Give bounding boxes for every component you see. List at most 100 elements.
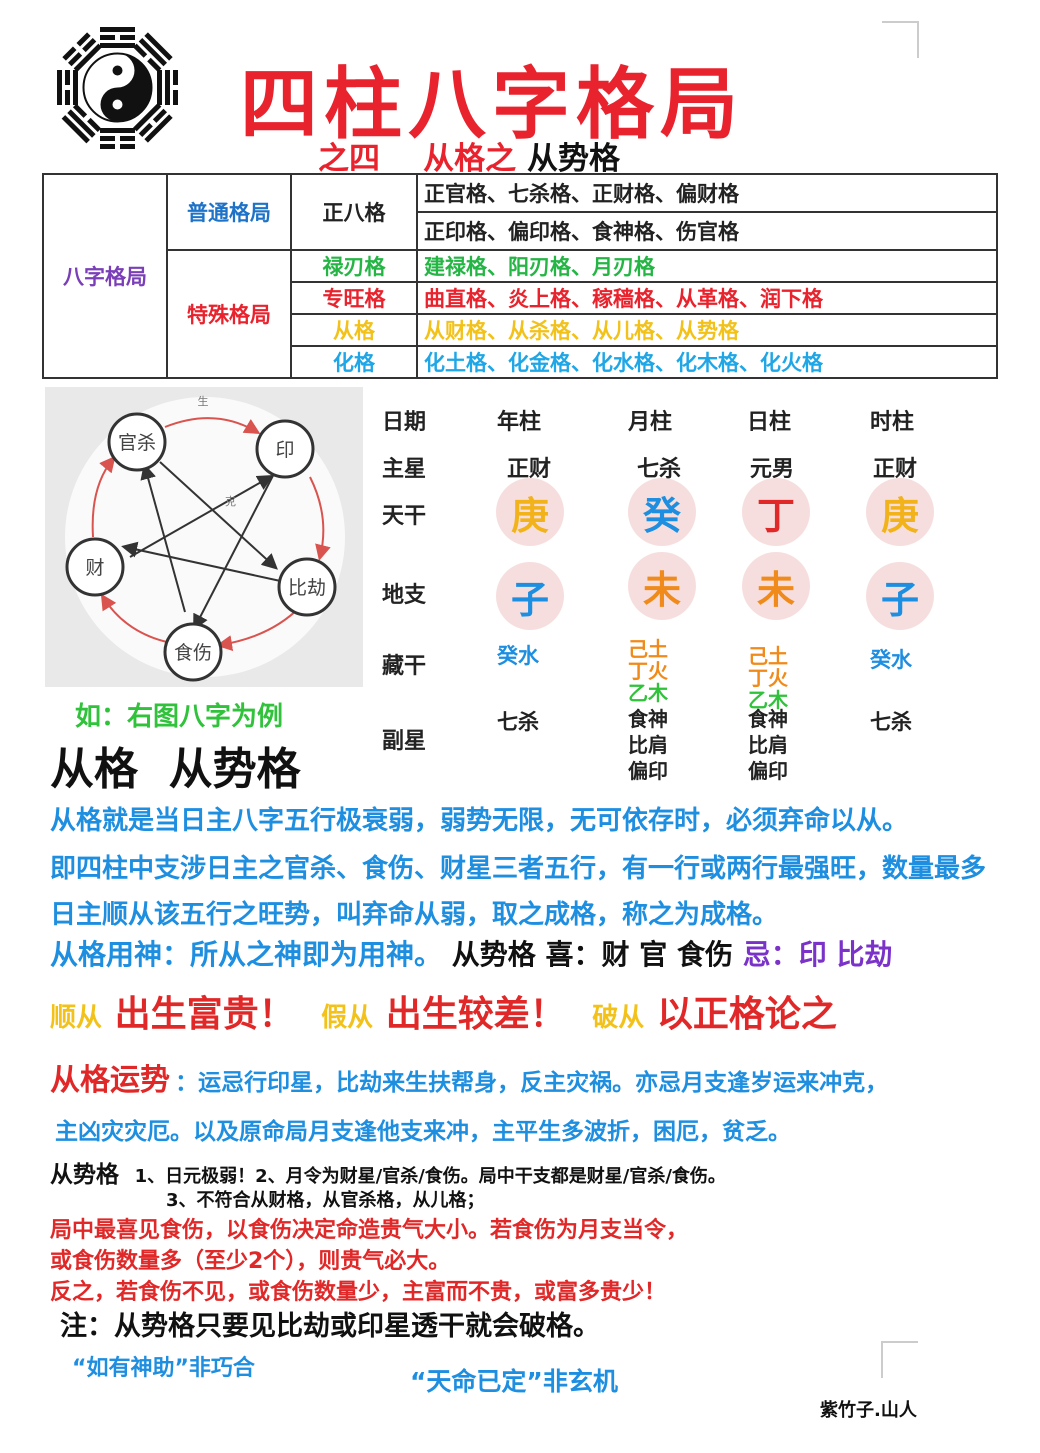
fuxing-item: 偏印 (748, 759, 788, 783)
yongshen-a: 从格用神：所从之神即为用神。 (50, 938, 443, 971)
canggan-month: 己土 丁火 乙木 (628, 638, 698, 704)
row-name: 禄刃格 (290, 249, 418, 283)
yongshen-c: 忌：印 比劫 (742, 938, 893, 971)
canggan-year: 癸水 (497, 644, 539, 668)
canggan-item: 丁火 (628, 659, 668, 683)
page-title: 四柱八字格局 (240, 60, 745, 150)
dizhi-char: 子 (496, 562, 564, 630)
taiji-bagua-icon (57, 27, 178, 149)
red-note: 局中最喜见食伤，以食伤决定命造贵气大小。若食伤为月支当令， (50, 1218, 689, 1243)
rules-r1: 1、日元极弱！2、月令为财星/官杀/食伤。局中干支都是财星/官杀/食伤。 (134, 1166, 726, 1187)
tiangan-char: 庚 (866, 478, 934, 546)
canggan-item: 乙木 (628, 681, 668, 705)
fuxing-year: 七杀 (497, 710, 539, 734)
fuxing-item: 食神 (628, 707, 668, 731)
fuxing-item: 比肩 (628, 733, 668, 757)
canggan-day: 己土 丁火 乙木 (748, 645, 818, 711)
label-canggan: 藏干 (382, 654, 427, 679)
canggan-hour: 癸水 (870, 648, 912, 672)
outcome-b2: 出生较差！ (385, 994, 566, 1035)
row-name: 化格 (290, 345, 418, 379)
label-fuxing: 副星 (382, 729, 427, 754)
outcome-b: 假从 (321, 1003, 374, 1033)
pillar-head: 时柱 (870, 410, 915, 435)
fuxing-hour: 七杀 (870, 710, 912, 734)
wheel-bijie: 比劫 (288, 577, 326, 599)
outcome-line: 顺从 出生富贵！ 假从 出生较差！ 破从 以正格论之 (50, 985, 837, 1037)
wheel-guansha: 官杀 (118, 432, 156, 454)
example-note: 如：右图八字为例 (75, 702, 284, 732)
main-star: 七杀 (637, 457, 682, 482)
fuxing-day: 食神 比肩 偏印 (748, 706, 788, 784)
label-main-star: 主星 (382, 457, 427, 482)
outcome-c2: 以正格论之 (656, 994, 837, 1035)
dizhi-char: 子 (866, 562, 934, 630)
label-date: 日期 (382, 410, 427, 435)
outcome-a2: 出生富贵！ (114, 994, 295, 1035)
yunshi-label: 从格运势 (50, 1063, 170, 1098)
final-note: 注：从势格只要见比劫或印星透干就会破格。 (60, 1311, 600, 1342)
subtitle-part2: 从格之 (423, 141, 517, 177)
section-heading: 从格 从势格 (50, 744, 301, 795)
tiangan-char: 庚 (496, 478, 564, 546)
corner-mark-icon (881, 1341, 918, 1378)
rules-r3: 3、不符合从财格，从官杀格，从儿格； (166, 1190, 485, 1211)
main-star: 正财 (507, 457, 552, 482)
wheel-cai: 财 (85, 557, 104, 579)
canggan-item: 乙木 (748, 688, 788, 712)
row-items: 曲直格、炎上格、稼穑格、从革格、润下格 (416, 281, 998, 315)
subtitle-part3: 从势格 (526, 141, 620, 177)
pillar-head: 年柱 (497, 410, 542, 435)
row-items: 建禄格、阳刃格、月刃格 (416, 249, 998, 283)
fuxing-item: 食神 (748, 707, 788, 731)
yongshen-line: 从格用神：所从之神即为用神。 从势格 喜：财 官 食伤 忌：印 比劫 (50, 933, 893, 973)
yongshen-b: 从势格 喜：财 官 食伤 (451, 938, 734, 971)
dizhi-char: 未 (742, 552, 810, 620)
wheel-yin: 印 (275, 439, 294, 461)
wheel-diagram: 生 克 官杀 印 比劫 食伤 财 (65, 394, 345, 682)
yunshi-line2: 主凶灾灾厄。以及原命局月支逢他支来冲，主平生多波折，困厄，贫乏。 (55, 1119, 791, 1145)
tiangan-char: 癸 (628, 478, 696, 546)
dizhi-char: 未 (628, 552, 696, 620)
ke-label: 克 (225, 495, 236, 508)
para-line: 日主顺从该五行之旺势，叫弃命从弱，取之成格，称之为成格。 (50, 900, 779, 930)
canggan-item: 己土 (748, 644, 788, 668)
pattern-table: 八字格局 普通格局 正八格 正官格、七杀格、正财格、偏财格 正印格、偏印格、食神… (42, 173, 998, 379)
para-line: 即四柱中支涉日主之官杀、食伤、财星三者五行，有一行或两行最强旺，数量最多 (50, 854, 987, 884)
row-name: 专旺格 (290, 281, 418, 315)
main-star: 元男 (750, 457, 795, 482)
canggan-item: 己土 (628, 637, 668, 661)
page-subtitle: 之四 从格之 从势格 (318, 133, 620, 178)
tiangan-char: 丁 (742, 478, 810, 546)
red-note: 或食伤数量多（至少2个），则贵气必大。 (50, 1249, 451, 1274)
row-items: 化土格、化金格、化水格、化木格、化火格 (416, 345, 998, 379)
row-name: 从格 (290, 313, 418, 347)
sheng-label: 生 (198, 394, 209, 408)
corner-mark-icon (882, 21, 919, 58)
row-items: 从财格、从杀格、从儿格、从势格 (416, 313, 998, 347)
table-category: 八字格局 (42, 173, 168, 379)
yunshi-line1: 从格运势 ：运忌行印星，比劫来生扶帮身，反主灾祸。亦忌月支逢岁运来冲克， (50, 1055, 888, 1099)
table-special: 特殊格局 (166, 249, 292, 379)
row-items: 正印格、偏印格、食神格、伤官格 (416, 211, 998, 251)
rules-label: 从势格 (50, 1162, 119, 1188)
pillar-head: 日柱 (747, 410, 792, 435)
para-line: 从格就是当日主八字五行极衰弱，弱势无限，无可依存时，必须弃命以从。 (50, 806, 909, 836)
row-name: 正八格 (290, 173, 418, 251)
rules-line1: 从势格 1、日元极弱！2、月令为财星/官杀/食伤。局中干支都是财星/官杀/食伤。 (50, 1155, 726, 1189)
quote-2: “天命已定”非玄机 (410, 1367, 618, 1396)
subtitle-part1: 之四 (318, 141, 380, 177)
canggan-item: 丁火 (748, 666, 788, 690)
quote-1: “如有神助”非巧合 (72, 1356, 255, 1381)
fuxing-item: 比肩 (748, 733, 788, 757)
main-star: 正财 (873, 457, 918, 482)
yunshi-text1: ：运忌行印星，比劫来生扶帮身，反主灾祸。亦忌月支逢岁运来冲克， (175, 1070, 889, 1096)
label-tiangan: 天干 (382, 504, 427, 529)
fuxing-month: 食神 比肩 偏印 (628, 706, 668, 784)
pillar-head: 月柱 (628, 410, 673, 435)
signature: 紫竹子.山人 (820, 1400, 917, 1421)
wheel-shishang: 食伤 (174, 642, 212, 664)
row-items: 正官格、七杀格、正财格、偏财格 (416, 173, 998, 213)
wheel-panel: 生 克 官杀 印 比劫 食伤 财 (45, 387, 363, 687)
red-note: 反之，若食伤不见，或食伤数量少，主富而不贵，或富多贵少！ (50, 1280, 667, 1305)
